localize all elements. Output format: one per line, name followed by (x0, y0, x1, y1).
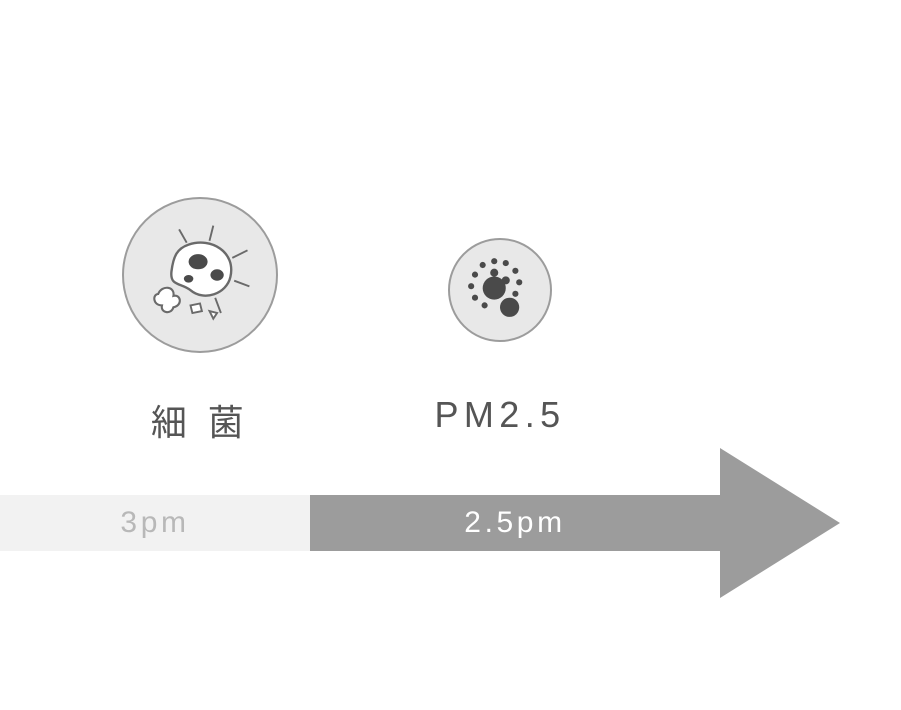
pm25-label: PM2.5 (350, 394, 650, 436)
bacteria-label: 細 菌 (50, 394, 350, 446)
pm25-glyph (450, 240, 550, 340)
size-label-2: 2.5pm (464, 506, 565, 540)
arrow-head-icon (720, 448, 840, 598)
size-arrow: 3pm 2.5pm (0, 495, 720, 551)
diagram-canvas: 細 菌 PM2.5 3pm 2.5pm (0, 0, 901, 710)
bacteria-glyph (124, 199, 276, 351)
bacteria-icon (122, 197, 278, 353)
arrow-segment-1: 3pm (0, 495, 310, 551)
pm25-icon (448, 238, 552, 342)
arrow-segment-2: 2.5pm (310, 495, 720, 551)
size-label-1: 3pm (120, 506, 189, 540)
